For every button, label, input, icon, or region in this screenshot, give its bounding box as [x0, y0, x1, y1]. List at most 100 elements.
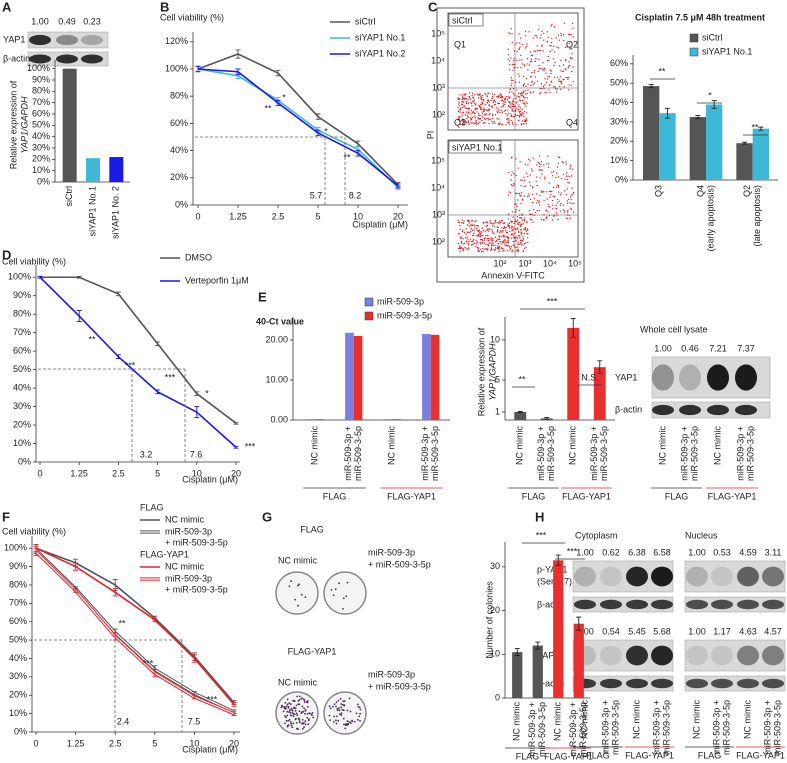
flow-dot — [507, 96, 509, 98]
flow-dot — [471, 116, 474, 119]
flow-dot — [468, 244, 470, 246]
flow-dot — [532, 91, 534, 93]
flow-dot — [570, 207, 572, 210]
flow-dot — [549, 91, 551, 93]
flow-dot — [465, 97, 467, 100]
flow-dot — [547, 206, 550, 208]
flow-dot — [459, 228, 461, 230]
band — [600, 566, 622, 587]
flow-dot — [549, 50, 551, 53]
flow-dot — [477, 230, 480, 232]
y-tick-label: 0 — [495, 692, 500, 702]
colony — [342, 709, 345, 712]
colony — [306, 717, 309, 719]
flow-dot — [504, 103, 506, 106]
flow-dot — [458, 98, 460, 100]
flow-dot — [556, 198, 559, 201]
flow-dot — [542, 50, 544, 52]
flow-dot — [553, 45, 555, 47]
flow-dot — [515, 114, 517, 117]
flow-dot — [536, 193, 538, 195]
flow-dot — [505, 98, 507, 100]
bar — [514, 412, 527, 420]
y-tick-label: 10 — [490, 649, 500, 659]
flow-dot — [468, 92, 471, 94]
flow-dot — [523, 195, 525, 197]
flow-y-tick: 10³ — [432, 82, 445, 92]
flow-dot — [485, 113, 487, 115]
flow-dot — [500, 109, 503, 112]
flow-dot — [519, 110, 522, 112]
flow-dot — [556, 46, 558, 48]
flow-dot — [498, 220, 501, 222]
group-label: FLAG-YAP1 — [708, 491, 757, 501]
legend-swatch — [364, 311, 374, 321]
flow-dot — [481, 232, 483, 234]
flow-dot — [513, 237, 515, 239]
y-tick-label: 60% — [9, 616, 27, 626]
annotation: *** — [125, 360, 136, 370]
flow-dot — [463, 242, 466, 245]
flow-dot — [493, 226, 495, 228]
bar — [109, 157, 124, 182]
flow-dot — [468, 96, 471, 98]
flow-dot — [523, 179, 526, 182]
flow-dot — [510, 184, 513, 186]
flow-dot — [518, 104, 520, 106]
flow-dot — [491, 248, 493, 250]
category-label: 2.5 — [109, 738, 122, 748]
flow-dot — [518, 231, 520, 233]
category-label: miR-509-3-5p — [599, 426, 609, 481]
flow-dot — [519, 221, 521, 224]
flow-dot — [524, 97, 526, 99]
flow-dot — [510, 28, 512, 30]
band — [679, 404, 701, 416]
flow-dot — [569, 34, 571, 36]
flow-dot — [464, 246, 466, 249]
flow-dot — [550, 72, 552, 75]
annotation: ** — [343, 152, 351, 162]
bar — [593, 367, 606, 420]
legend-label: miR-509-3p — [165, 573, 212, 583]
flow-dot — [490, 249, 492, 251]
flow-dot — [536, 164, 538, 166]
colony — [303, 722, 305, 724]
panel-letter: G — [262, 509, 272, 524]
y-tick-label: 80% — [32, 86, 50, 96]
chart-title: Cell viability (%) — [2, 526, 66, 536]
flow-dot — [551, 24, 553, 26]
band — [762, 599, 784, 610]
dish-label: miR-509-3p — [368, 547, 415, 557]
colony — [306, 700, 309, 702]
error-bar — [695, 115, 701, 120]
colony — [291, 712, 294, 714]
flow-dot — [459, 224, 461, 227]
panel-letter: A — [2, 0, 12, 14]
flow-dot — [554, 61, 556, 64]
flow-dot — [512, 103, 514, 105]
category-label: miR-509-3-5p — [610, 700, 620, 755]
flow-dot — [542, 85, 545, 88]
category-label: 10 — [353, 211, 363, 221]
bar — [306, 419, 316, 420]
flow-dot — [486, 118, 488, 120]
flow-dot — [527, 89, 529, 91]
flow-dot — [502, 250, 504, 252]
flow-dot — [458, 103, 460, 105]
flow-dot — [505, 230, 507, 232]
flow-dot — [516, 60, 518, 62]
flow-dot — [561, 161, 563, 163]
flow-dot — [517, 250, 519, 252]
blot-value: 1.00 — [576, 626, 594, 636]
flow-dot — [516, 205, 518, 208]
blot-value: 0.46 — [681, 343, 699, 353]
flow-dot — [482, 109, 485, 111]
flow-y-tick: 10² — [432, 236, 445, 246]
flow-dot — [530, 54, 532, 56]
category-label: 1.25 — [67, 738, 85, 748]
flow-dot — [553, 214, 556, 217]
flow-dot — [537, 70, 539, 72]
annotation: 3.2 — [140, 449, 153, 459]
flow-dot — [506, 245, 508, 247]
flow-dot — [475, 243, 478, 245]
